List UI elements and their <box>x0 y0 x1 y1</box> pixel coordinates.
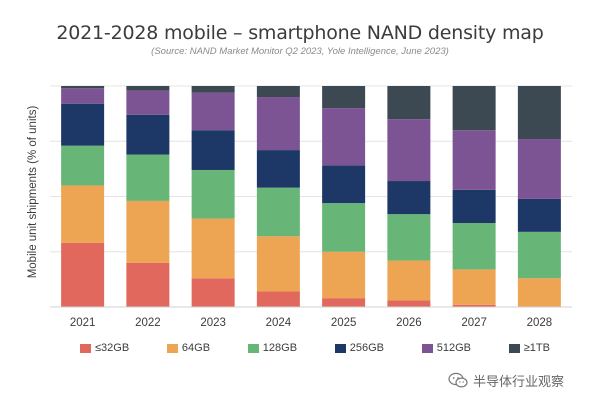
bar-segment <box>61 103 105 146</box>
bar-segment <box>256 86 300 98</box>
legend-item: ≤32GB <box>80 342 129 354</box>
bar-segment <box>387 181 431 215</box>
bar-segment <box>256 187 300 237</box>
x-tick-label: 2023 <box>200 317 226 329</box>
bar-segment <box>322 86 366 109</box>
bar-segment <box>126 90 170 115</box>
x-tick-label: 2021 <box>70 317 96 329</box>
legend-item: 128GB <box>247 342 298 354</box>
bar-segment <box>322 203 366 252</box>
legend-swatch <box>166 343 178 353</box>
chart-subtitle: (Source: NAND Market Monitor Q2 2023, Yo… <box>151 46 449 57</box>
watermark-text: 半导体行业观察 <box>473 374 565 389</box>
x-tick-label: 2028 <box>527 317 553 329</box>
bar-segment <box>126 86 170 91</box>
bar-segment <box>126 154 170 201</box>
bar-segment <box>452 304 496 307</box>
bar-segment <box>517 139 561 199</box>
bar-segment <box>61 185 105 243</box>
x-tick-label: 2027 <box>461 317 487 329</box>
bar-segment <box>61 145 105 186</box>
chart-title: 2021-2028 mobile – smartphone NAND densi… <box>56 22 544 44</box>
legend-label: 512GB <box>436 342 471 354</box>
bar-segment <box>191 278 235 307</box>
bar-segment <box>322 108 366 166</box>
legend-swatch <box>421 343 433 353</box>
bar-segment <box>191 169 235 219</box>
legend-swatch <box>247 343 259 353</box>
legend-item: 256GB <box>334 342 385 354</box>
legend-swatch <box>508 343 520 353</box>
bar-segment <box>322 251 366 299</box>
bar-segment <box>126 262 170 307</box>
legend-item: 64GB <box>166 342 211 354</box>
legend: ≤32GB 64GB 128GB 256GB 512GB ≥1TB <box>80 340 550 356</box>
bar-segment <box>61 242 105 307</box>
bar-segment <box>517 86 561 140</box>
bar-segment <box>191 130 235 170</box>
bar-segment <box>387 260 431 301</box>
legend-item: 512GB <box>421 342 471 354</box>
bar-segment <box>517 231 561 279</box>
bar-segment <box>191 218 235 279</box>
bar-segment <box>256 236 300 292</box>
legend-label: 128GB <box>262 342 298 354</box>
bar-segment <box>452 223 496 270</box>
legend-label: ≥1TB <box>523 342 550 354</box>
bar-segment <box>126 114 170 155</box>
bar-segment <box>517 198 561 232</box>
bar-segment <box>452 86 496 131</box>
bar-segment <box>387 86 431 120</box>
bar-segment <box>517 278 561 307</box>
bar-segment <box>256 291 300 307</box>
legend-label: ≤32GB <box>95 342 130 354</box>
bar-segment <box>126 200 170 263</box>
bar-segment <box>387 300 431 307</box>
bar-segment <box>61 86 105 89</box>
bar-segment <box>387 119 431 182</box>
bar-segment <box>256 97 300 151</box>
x-tick-label: 2022 <box>135 317 161 329</box>
bar-segment <box>322 165 366 204</box>
bar-segment <box>191 86 235 93</box>
legend-swatch <box>334 343 346 353</box>
bar-segment <box>256 150 300 188</box>
legend-label: 256GB <box>349 342 385 354</box>
legend-label: 64GB <box>181 342 211 354</box>
x-tick-label: 2026 <box>396 317 422 329</box>
bar-segment <box>191 92 235 131</box>
bar-segment <box>322 298 366 307</box>
bar-segment <box>387 214 431 261</box>
bar-segment <box>452 269 496 305</box>
x-tick-label: 2024 <box>266 317 292 329</box>
legend-item: ≥1TB <box>508 342 550 354</box>
legend-swatch <box>80 343 91 353</box>
wechat-icon <box>448 372 468 388</box>
x-tick-label: 2025 <box>331 317 357 329</box>
bar-segment <box>452 189 496 224</box>
bar-segment <box>61 88 105 104</box>
watermark: 半导体行业观察 <box>448 371 564 390</box>
bar-segment <box>452 130 496 190</box>
